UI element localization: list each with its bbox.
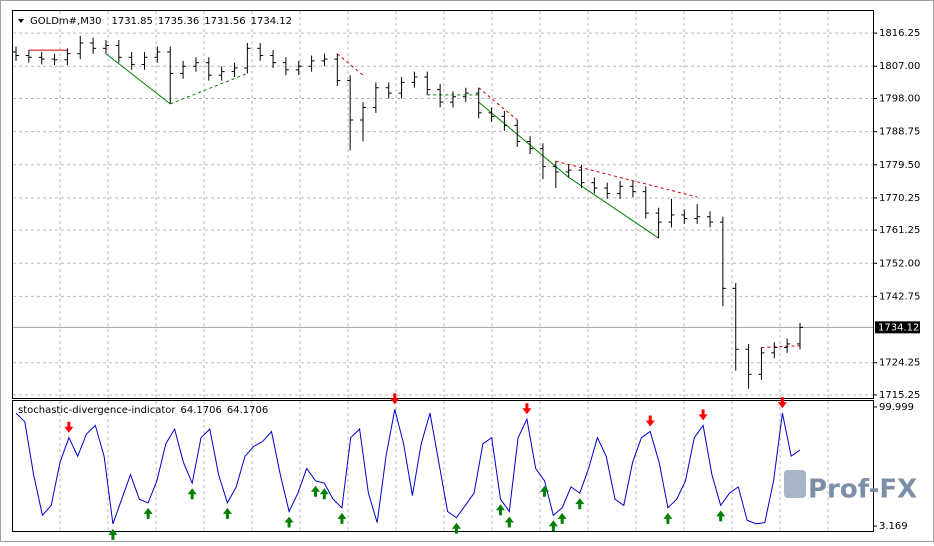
y-tick-label: 1742.75: [879, 291, 920, 302]
watermark: Prof-FX: [808, 475, 917, 505]
up-arrow: [495, 504, 505, 516]
last-price-label: 1734.12: [878, 322, 919, 333]
y-tick-label: 1788.75: [879, 127, 920, 138]
up-arrow: [284, 516, 294, 528]
y-tick-label: 1779.50: [879, 160, 920, 171]
header-value: 1731.85: [112, 16, 153, 27]
up-arrow: [222, 507, 232, 519]
y-tick-label: 1770.25: [879, 193, 920, 204]
header-value: 1731.56: [204, 16, 245, 27]
up-arrow: [451, 522, 461, 534]
divergence-line: [761, 345, 801, 348]
divergence-line: [478, 101, 569, 178]
price-pane: [12, 10, 874, 399]
y-tick-label: 1752.00: [879, 258, 920, 269]
indicator-name: stochastic-divergence-indicator: [18, 405, 176, 416]
menu-arrow: [18, 19, 24, 23]
up-arrow: [575, 498, 585, 510]
grid: [13, 11, 873, 531]
divergence-line: [555, 160, 698, 198]
last-price-box: [875, 321, 920, 334]
down-arrow: [522, 403, 532, 415]
y-tick-label: 1715.25: [879, 390, 920, 401]
watermark-logo: Prof-FX: [784, 470, 917, 505]
up-arrow: [319, 488, 329, 500]
y-tick-label: 1816.25: [879, 28, 920, 39]
y-tick-label: 1724.25: [879, 358, 920, 369]
y-tick-label: 1798.00: [879, 93, 920, 104]
down-arrow: [390, 393, 400, 405]
symbol: GOLDm#,M30: [30, 16, 102, 27]
y-tick-label: 1761.25: [879, 225, 920, 236]
y-tick-label: 99.999: [879, 402, 914, 413]
divergence-line: [105, 53, 171, 105]
down-arrow: [645, 415, 655, 427]
up-arrow: [504, 516, 514, 528]
y-tick-label: 1807.00: [879, 61, 920, 72]
up-arrow: [548, 520, 558, 532]
down-arrow: [698, 409, 708, 421]
up-arrow: [663, 512, 673, 524]
divergence-line: [170, 72, 248, 105]
oscillator-line: [15, 409, 801, 525]
up-arrow: [143, 507, 153, 519]
divergence-line: [568, 176, 659, 239]
up-arrow: [557, 512, 567, 524]
logo-block: [784, 470, 806, 498]
up-arrow: [540, 485, 550, 497]
up-arrow: [716, 510, 726, 522]
up-arrow: [108, 528, 118, 540]
down-arrow: [777, 397, 787, 409]
up-arrow: [337, 512, 347, 524]
header-value: 1734.12: [251, 16, 292, 27]
header-value: 1735.36: [158, 16, 199, 27]
indicator-pane: [12, 400, 874, 532]
up-arrow: [187, 488, 197, 500]
up-arrow: [311, 485, 321, 497]
divergence-line: [478, 87, 518, 121]
header-value: 64.1706: [180, 405, 221, 416]
y-tick-label: 3.169: [879, 521, 908, 532]
header-value: 64.1706: [227, 405, 268, 416]
down-arrow: [64, 421, 74, 433]
marks: 1731.85 1735.36 1731.56 1734.12 64.1706 64.17…: [13, 16, 920, 540]
